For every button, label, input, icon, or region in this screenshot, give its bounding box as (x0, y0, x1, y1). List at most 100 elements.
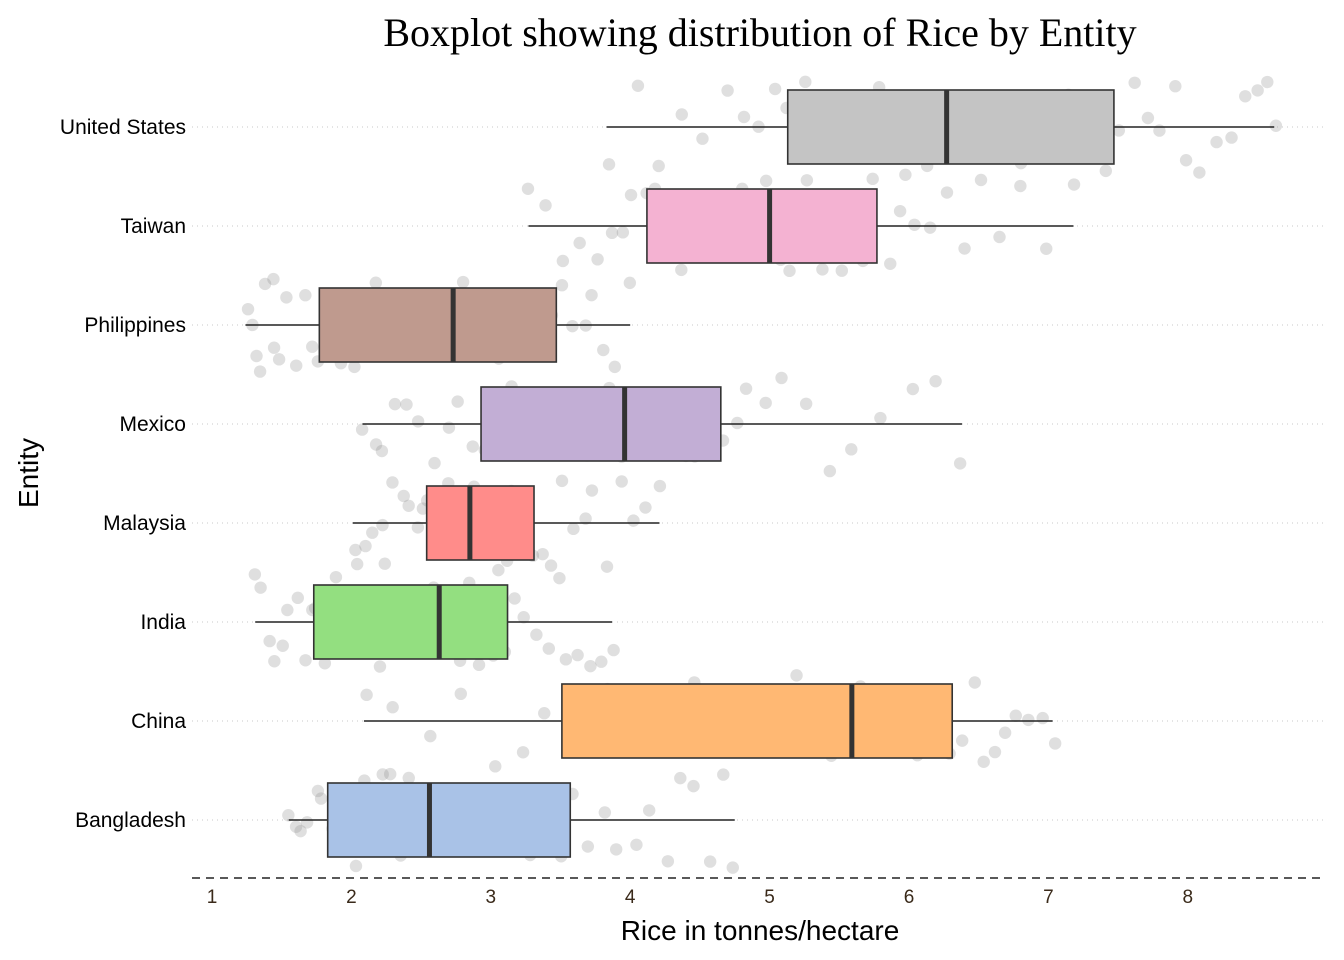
jitter-point-taiwan (616, 226, 630, 239)
jitter-point-china (955, 734, 969, 747)
jitter-point-china (1048, 737, 1062, 750)
jitter-point-china (538, 707, 551, 720)
jitter-point-mexico (739, 382, 753, 395)
jitter-point-bangladesh (687, 779, 700, 793)
chart-title: Boxplot showing distribution of Rice by … (383, 10, 1136, 55)
jitter-point-taiwan (759, 174, 773, 188)
jitter-point-india (595, 655, 608, 668)
box-mexico (480, 386, 722, 462)
jitter-point-taiwan (605, 226, 619, 240)
jitter-point-mexico (799, 397, 813, 411)
jitter-point-bangladesh (402, 771, 415, 785)
jitter-point-china (1022, 713, 1035, 727)
jitter-point-china (516, 746, 530, 759)
y-label-india: India (140, 611, 186, 634)
jitter-point-philippines (250, 349, 263, 363)
jitter-point-malaysia (567, 522, 580, 536)
jitter-point-philippines (267, 341, 281, 354)
jitter-point-bangladesh (289, 820, 303, 834)
jitter-point-malaysia (411, 521, 425, 534)
jitter-point-mexico (411, 415, 425, 428)
jitter-point-united-states (631, 79, 645, 92)
jitter-point-taiwan (923, 221, 937, 234)
jitter-point-united-states (1141, 111, 1155, 125)
jitter-point-philippines (280, 291, 293, 304)
jitter-point-united-states (1128, 76, 1141, 89)
jitter-point-india (542, 642, 555, 655)
jitter-point-india (584, 659, 597, 673)
jitter-point-india (553, 571, 566, 585)
jitter-point-malaysia (386, 476, 399, 489)
x-tick-1: 1 (207, 887, 218, 908)
jitter-point-china (489, 760, 502, 773)
jitter-point-india (508, 592, 521, 605)
jitter-point-malaysia (585, 484, 599, 497)
jitter-point-malaysia (615, 475, 628, 488)
jitter-point-india (472, 658, 486, 672)
jitter-point-united-states (602, 158, 616, 171)
box-china (561, 683, 954, 759)
jitter-point-mexico (428, 456, 441, 470)
jitter-point-taiwan (573, 236, 586, 250)
jitter-point-mexico (388, 397, 402, 411)
box-malaysia (425, 485, 535, 561)
jitter-point-united-states (1210, 135, 1223, 149)
jitter-point-china (1009, 709, 1022, 722)
jitter-point-india (329, 570, 343, 584)
jitter-point-united-states (1251, 84, 1264, 97)
jitter-point-taiwan (884, 257, 897, 270)
jitter-point-india (254, 581, 267, 594)
jitter-point-bangladesh (703, 855, 717, 868)
jitter-point-malaysia (492, 563, 505, 577)
box-taiwan (646, 188, 878, 264)
jitter-point-malaysia (376, 518, 389, 532)
jitter-point-malaysia (378, 557, 391, 570)
jitter-point-united-states (799, 75, 812, 89)
jitter-point-philippines (267, 272, 280, 286)
jitter-point-philippines (555, 279, 569, 292)
jitter-point-philippines (608, 360, 621, 374)
jitter-point-taiwan (1014, 179, 1027, 193)
jitter-point-india (291, 591, 304, 605)
jitter-point-philippines (272, 353, 286, 366)
jitter-point-philippines (585, 288, 598, 302)
x-tick-2: 2 (346, 887, 357, 908)
jitter-point-taiwan (800, 174, 814, 187)
jitter-point-malaysia (402, 499, 415, 513)
jitter-point-taiwan (1040, 242, 1053, 255)
jitter-point-malaysia (579, 512, 592, 525)
jitter-point-malaysia (349, 543, 362, 557)
jitter-point-united-states (1169, 80, 1182, 93)
jitter-point-united-states (1225, 131, 1238, 144)
jitter-point-bangladesh (630, 838, 643, 851)
jitter-point-mexico (400, 398, 413, 411)
jitter-point-taiwan (993, 230, 1006, 244)
jitter-point-taiwan (816, 263, 829, 276)
jitter-point-philippines (253, 365, 267, 378)
y-label-china: China (131, 710, 186, 733)
jitter-point-bangladesh (642, 804, 656, 817)
x-tick-labels: 1 2 3 4 5 6 7 8 (207, 887, 1193, 908)
jitter-point-india (571, 648, 584, 662)
jitter-point-bangladesh (674, 771, 687, 785)
jitter-point-taiwan (539, 199, 552, 212)
jitter-point-india (318, 657, 332, 670)
jitter-point-philippines (241, 302, 255, 316)
jitter-point-philippines (597, 343, 610, 357)
jitter-point-mexico (929, 375, 942, 388)
jitter-point-malaysia (359, 539, 372, 553)
jitter-point-philippines (456, 275, 470, 289)
jitter-point-taiwan (1067, 178, 1081, 191)
jitter-point-united-states (1239, 90, 1252, 103)
y-label-philippines: Philippines (84, 314, 186, 337)
jitter-point-india (607, 643, 620, 657)
x-tick-7: 7 (1043, 887, 1054, 908)
jitter-point-philippines (299, 289, 312, 302)
jitter-point-united-states (1261, 75, 1274, 89)
x-tick-5: 5 (764, 887, 775, 908)
jitter-point-taiwan (940, 186, 954, 199)
jitter-point-india (517, 611, 530, 624)
jitter-point-mexico (845, 443, 858, 456)
jitter-point-mexico (369, 438, 383, 451)
